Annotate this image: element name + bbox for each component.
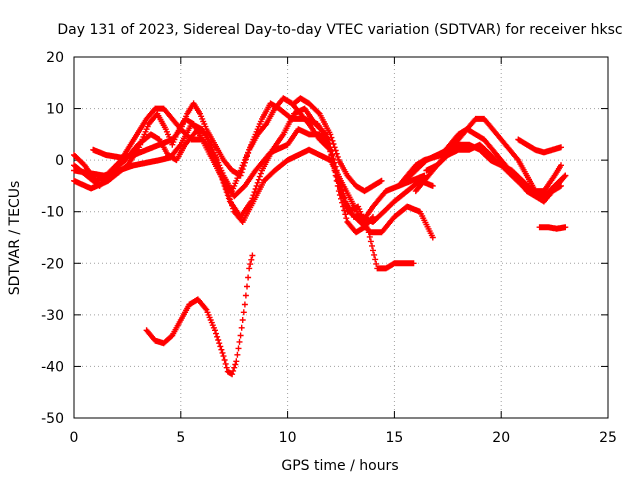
data-point-markers	[71, 100, 436, 225]
data-point-markers	[71, 121, 428, 225]
x-tick-label: 20	[492, 430, 510, 446]
y-tick-label: -30	[41, 308, 64, 324]
data-points	[71, 95, 569, 378]
x-tick-label: 0	[70, 430, 79, 446]
data-point-markers	[536, 224, 569, 232]
data-point-markers	[515, 136, 564, 156]
series-track-10	[402, 141, 564, 195]
x-axis-label: GPS time / hours	[281, 458, 398, 474]
x-tick-label: 25	[599, 430, 617, 446]
x-tick-label: 15	[385, 430, 403, 446]
x-tick-label: 10	[279, 430, 297, 446]
data-point-markers	[90, 95, 376, 236]
series-track-11	[515, 136, 564, 156]
y-tick-label: -10	[41, 205, 64, 221]
data-point-markers	[143, 252, 256, 378]
series-track-05	[90, 95, 376, 236]
series-track-04	[71, 121, 428, 225]
y-tick-label: 0	[55, 153, 64, 169]
data-point-markers	[291, 95, 385, 195]
series-track-02	[71, 100, 436, 225]
plot-frame	[73, 56, 609, 419]
series-track-06	[291, 95, 385, 195]
y-tick-label: 10	[46, 102, 64, 118]
y-tick-label: 20	[46, 50, 64, 66]
y-tick-label: -50	[41, 411, 64, 427]
data-point-markers	[402, 141, 564, 195]
series-track-13	[143, 252, 256, 378]
x-tick-label: 5	[176, 430, 185, 446]
axis-ticks: 0 5 10 15 20 25 -50 -40 -30 -20 -10 0 10 20	[41, 50, 617, 446]
series-track-12	[536, 224, 569, 232]
y-axis-label: SDTVAR / TECUs	[7, 181, 23, 296]
y-tick-label: -40	[41, 359, 64, 375]
chart-title: Day 131 of 2023, Sidereal Day-to-day VTE…	[57, 22, 622, 38]
y-tick-label: -20	[41, 256, 64, 272]
